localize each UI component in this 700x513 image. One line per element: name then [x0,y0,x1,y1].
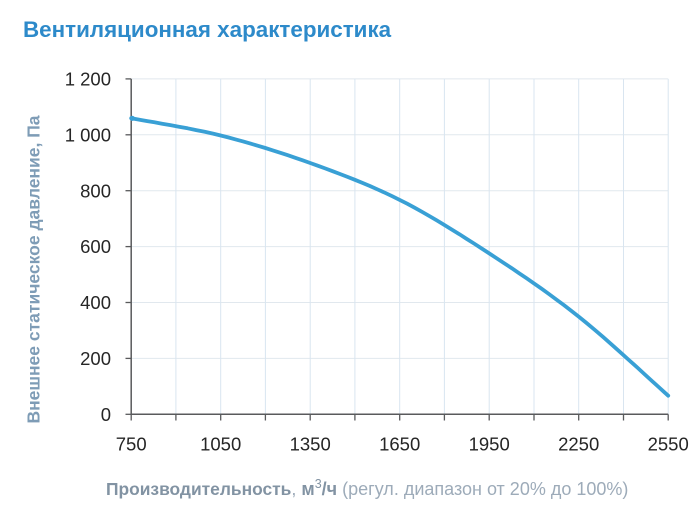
svg-text:0: 0 [101,404,111,425]
svg-text:1650: 1650 [379,433,420,454]
svg-text:2550: 2550 [648,433,689,454]
svg-text:1950: 1950 [469,433,510,454]
svg-text:400: 400 [80,292,111,313]
svg-text:1 200: 1 200 [65,69,111,90]
svg-text:600: 600 [80,236,111,257]
svg-text:1350: 1350 [290,433,331,454]
svg-text:800: 800 [80,180,111,201]
svg-text:2250: 2250 [558,433,599,454]
svg-text:750: 750 [116,433,147,454]
svg-text:1050: 1050 [200,433,241,454]
svg-text:1 000: 1 000 [65,124,111,145]
svg-text:200: 200 [80,348,111,369]
